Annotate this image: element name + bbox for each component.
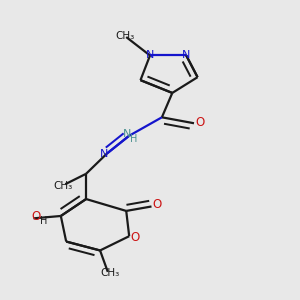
Text: CH₃: CH₃ — [53, 181, 73, 191]
Text: O: O — [195, 116, 205, 129]
Text: CH₃: CH₃ — [115, 31, 134, 40]
Text: N: N — [182, 50, 190, 61]
Text: N: N — [123, 129, 131, 139]
Text: CH₃: CH₃ — [100, 268, 120, 278]
Text: N: N — [146, 50, 154, 61]
Text: H: H — [40, 216, 48, 226]
Text: O: O — [153, 199, 162, 212]
Text: H: H — [130, 134, 137, 144]
Text: N: N — [100, 148, 108, 159]
Text: O: O — [32, 210, 41, 224]
Text: O: O — [130, 231, 139, 244]
